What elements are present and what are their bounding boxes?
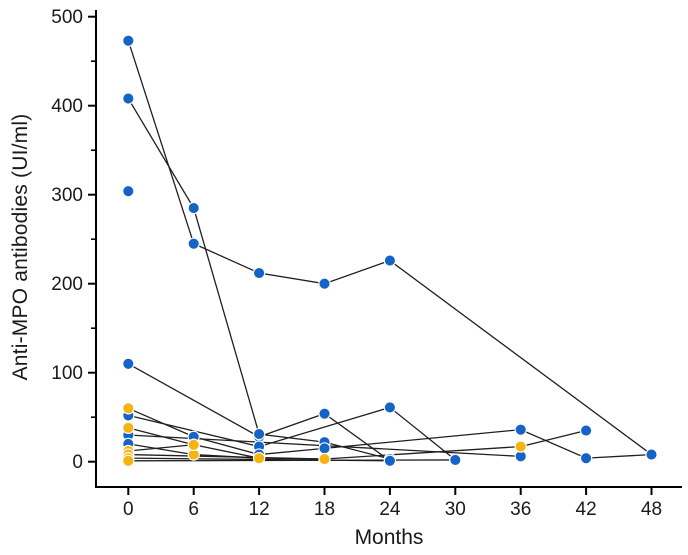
y-tick-label: 100: [51, 363, 83, 384]
data-point-patient-5-m24: [383, 401, 397, 414]
x-tick-label: 42: [576, 499, 597, 520]
x-tick-label: 36: [510, 499, 531, 520]
series-line-patient-1: [127, 40, 652, 456]
data-point-patient-2-m0: [122, 92, 135, 105]
data-point-patient-4-m18: [318, 407, 331, 420]
data-point-patient-10-m6: [187, 438, 200, 451]
data-point-patient-1-m6: [187, 237, 200, 250]
data-point-patient-4-m0: [122, 357, 135, 370]
series-line-patient-13: [128, 459, 456, 462]
data-point-patient-1-m18: [318, 277, 331, 290]
data-point-patient-6-m42: [579, 451, 593, 465]
data-point-patient-1-m12: [252, 266, 266, 280]
data-point-patient-7-m42: [579, 424, 593, 437]
data-point-patient-6-m0: [122, 402, 135, 415]
data-point-patient-7-m36: [514, 440, 527, 453]
x-tick-label: 12: [249, 499, 270, 520]
data-point-patient-7-m12: [252, 451, 266, 465]
x-tick-label: 6: [188, 499, 199, 520]
y-tick-label: 0: [72, 452, 83, 473]
data-point-patient-13-m30: [449, 453, 462, 467]
x-tick-label: 18: [314, 499, 335, 520]
data-point-patient-7-m0: [122, 421, 135, 435]
y-tick-label: 500: [51, 7, 83, 28]
x-tick-label: 24: [379, 499, 401, 520]
data-point-patient-3-m0: [122, 184, 135, 198]
data-point-patient-1-m24: [383, 254, 397, 267]
series-line-patient-4: [127, 363, 391, 462]
data-point-patient-6-m36: [514, 423, 527, 436]
data-point-patient-13-m0: [122, 454, 135, 467]
series-line-patient-11: [128, 453, 325, 460]
x-tick-label: 48: [641, 499, 662, 520]
data-point-patient-11-m18: [318, 452, 331, 466]
data-point-patient-1-m0: [122, 34, 135, 47]
data-point-patient-6-m18: [318, 442, 331, 455]
series-line-patient-10: [128, 444, 194, 452]
y-tick-label: 200: [51, 274, 83, 295]
y-tick-label: 400: [51, 96, 83, 117]
x-axis-title: Months: [354, 526, 424, 549]
x-tick-label: 30: [445, 499, 466, 520]
data-point-patient-6-m48: [645, 448, 658, 461]
data-point-patient-2-m12: [252, 427, 266, 441]
data-point-patient-12-m24: [383, 454, 397, 467]
data-point-patient-2-m6: [187, 201, 200, 215]
y-tick-label: 300: [51, 185, 83, 206]
x-tick-label: 0: [123, 499, 134, 520]
